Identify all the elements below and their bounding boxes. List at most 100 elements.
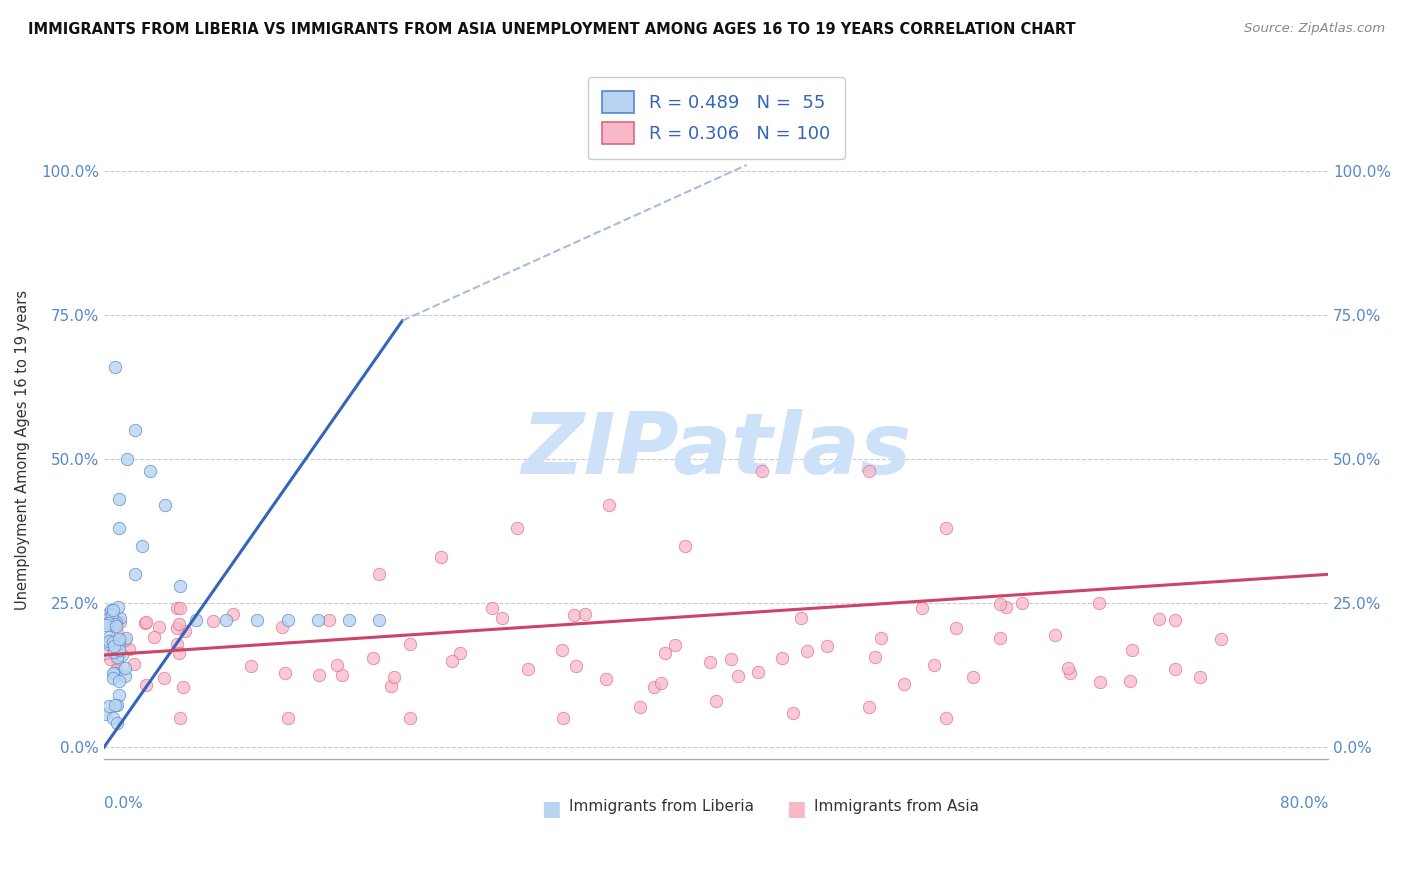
Point (368, 567, 391, 582)
Point (169, 601, 191, 615)
Point (858, 464, 880, 478)
Point (337, 614, 360, 628)
Point (104, 615, 127, 629)
Point (308, 668, 330, 682)
Point (990, 597, 1012, 611)
Point (124, 423, 146, 437)
Point (97, 607, 120, 621)
Point (153, 671, 176, 685)
Point (100, 603, 122, 617)
Point (222, 607, 245, 621)
Point (382, 670, 405, 684)
Point (796, 643, 818, 657)
Point (399, 637, 422, 651)
Point (481, 601, 503, 615)
Point (114, 669, 136, 683)
Point (107, 625, 129, 640)
Point (751, 464, 773, 478)
Point (107, 599, 129, 614)
Point (110, 648, 132, 662)
Point (565, 659, 588, 673)
Point (1057, 661, 1080, 675)
Point (97, 634, 120, 648)
Point (124, 567, 146, 582)
Point (870, 631, 893, 645)
Point (97, 698, 120, 713)
Point (380, 679, 402, 693)
Point (172, 680, 194, 694)
Point (97, 637, 120, 651)
Point (962, 670, 984, 684)
Point (108, 521, 131, 535)
Point (101, 666, 124, 681)
Point (105, 698, 128, 713)
Point (330, 668, 353, 682)
Point (598, 498, 620, 512)
Point (675, 539, 697, 553)
Point (628, 700, 651, 714)
Point (105, 650, 128, 665)
Point (153, 498, 176, 512)
Y-axis label: Unemployment Among Ages 16 to 19 years: Unemployment Among Ages 16 to 19 years (15, 290, 30, 610)
Point (893, 677, 915, 691)
Point (782, 706, 804, 720)
Point (105, 653, 128, 667)
Point (1189, 670, 1212, 684)
Point (114, 661, 136, 675)
Point (118, 641, 141, 656)
Point (945, 621, 967, 635)
Point (108, 611, 131, 625)
Point (142, 630, 165, 644)
Point (135, 678, 157, 692)
Text: Immigrants from Liberia: Immigrants from Liberia (569, 799, 754, 814)
Point (98, 633, 121, 648)
Point (103, 639, 125, 653)
Text: ■: ■ (786, 799, 806, 819)
Point (1121, 642, 1143, 657)
Text: ■: ■ (541, 799, 561, 819)
Point (108, 492, 131, 507)
Point (108, 636, 131, 650)
Point (491, 611, 513, 625)
Point (166, 621, 188, 635)
Point (506, 521, 529, 535)
Point (368, 614, 391, 628)
Point (772, 650, 794, 665)
Text: Immigrants from Asia: Immigrants from Asia (814, 799, 979, 814)
Point (103, 603, 125, 617)
Text: Source: ZipAtlas.com: Source: ZipAtlas.com (1244, 22, 1385, 36)
Point (551, 643, 574, 657)
Point (863, 649, 886, 664)
Point (115, 452, 138, 467)
Point (246, 614, 269, 628)
Point (1043, 627, 1066, 641)
Point (93, 646, 115, 660)
Point (105, 619, 128, 633)
Point (135, 615, 157, 630)
Point (399, 711, 422, 725)
Point (98, 652, 121, 666)
Point (107, 673, 129, 688)
Legend: R = 0.489   N =  55, R = 0.306   N = 100: R = 0.489 N = 55, R = 0.306 N = 100 (588, 77, 845, 159)
Point (1147, 612, 1170, 626)
Point (167, 646, 190, 660)
Point (274, 665, 297, 680)
Point (108, 647, 131, 661)
Point (326, 658, 349, 673)
Point (922, 657, 945, 672)
Point (595, 672, 617, 686)
Point (174, 624, 197, 639)
Point (935, 711, 957, 725)
Point (104, 359, 127, 374)
Point (1088, 674, 1111, 689)
Point (101, 608, 124, 623)
Point (103, 616, 125, 631)
Point (815, 639, 838, 653)
Point (517, 662, 540, 676)
Text: IMMIGRANTS FROM LIBERIA VS IMMIGRANTS FROM ASIA UNEMPLOYMENT AMONG AGES 16 TO 19: IMMIGRANTS FROM LIBERIA VS IMMIGRANTS FR… (28, 22, 1076, 37)
Point (103, 617, 125, 632)
Text: 0.0%: 0.0% (104, 796, 143, 811)
Point (1164, 662, 1187, 676)
Point (720, 652, 742, 666)
Point (184, 614, 207, 628)
